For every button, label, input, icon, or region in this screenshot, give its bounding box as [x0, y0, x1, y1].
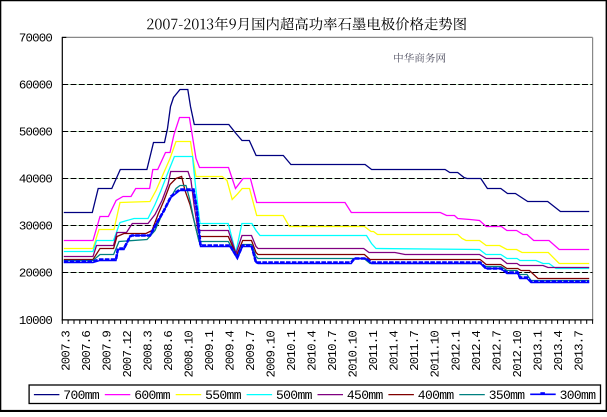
svg-text:2007.6: 2007.6: [80, 331, 94, 371]
svg-text:300mm: 300mm: [560, 388, 597, 403]
svg-text:2012.7: 2012.7: [490, 331, 504, 371]
svg-text:2009.7: 2009.7: [244, 331, 258, 371]
svg-text:2007.12: 2007.12: [121, 331, 135, 378]
svg-text:60000: 60000: [19, 79, 53, 93]
svg-text:550mm: 550mm: [205, 388, 242, 403]
svg-text:2010.7: 2010.7: [326, 331, 340, 371]
svg-text:40000: 40000: [19, 173, 53, 187]
svg-text:70000: 70000: [19, 32, 53, 46]
svg-text:2011.7: 2011.7: [408, 331, 422, 371]
svg-text:2013.7: 2013.7: [572, 331, 586, 371]
svg-text:10000: 10000: [19, 314, 53, 328]
svg-text:2010.1: 2010.1: [285, 331, 299, 371]
svg-text:2007.3: 2007.3: [60, 331, 74, 371]
svg-text:2013.4: 2013.4: [552, 331, 566, 371]
svg-text:30000: 30000: [19, 220, 53, 234]
svg-text:2011.10: 2011.10: [429, 331, 443, 378]
svg-text:2007.9: 2007.9: [101, 331, 115, 371]
svg-text:2008.6: 2008.6: [162, 331, 176, 371]
svg-text:700mm: 700mm: [63, 388, 100, 403]
svg-text:2009.4: 2009.4: [224, 331, 238, 371]
svg-text:20000: 20000: [19, 267, 53, 281]
svg-text:2013.1: 2013.1: [531, 331, 545, 371]
svg-text:2010.4: 2010.4: [306, 331, 320, 371]
svg-text:500mm: 500mm: [276, 388, 313, 403]
svg-text:2008.3: 2008.3: [142, 331, 156, 371]
svg-text:50000: 50000: [19, 126, 53, 140]
svg-text:400mm: 400mm: [418, 388, 455, 403]
svg-text:350mm: 350mm: [489, 388, 526, 403]
svg-text:2012.10: 2012.10: [511, 331, 525, 378]
svg-text:2012.4: 2012.4: [470, 331, 484, 371]
svg-text:2009.1: 2009.1: [203, 331, 217, 371]
svg-text:600mm: 600mm: [134, 388, 171, 403]
svg-text:2010.10: 2010.10: [347, 331, 361, 378]
svg-text:450mm: 450mm: [347, 388, 384, 403]
svg-text:2011.1: 2011.1: [367, 331, 381, 371]
svg-text:2012.1: 2012.1: [449, 331, 463, 371]
svg-text:2009.10: 2009.10: [265, 331, 279, 378]
svg-text:2008.10: 2008.10: [183, 331, 197, 378]
svg-text:2011.4: 2011.4: [388, 331, 402, 371]
